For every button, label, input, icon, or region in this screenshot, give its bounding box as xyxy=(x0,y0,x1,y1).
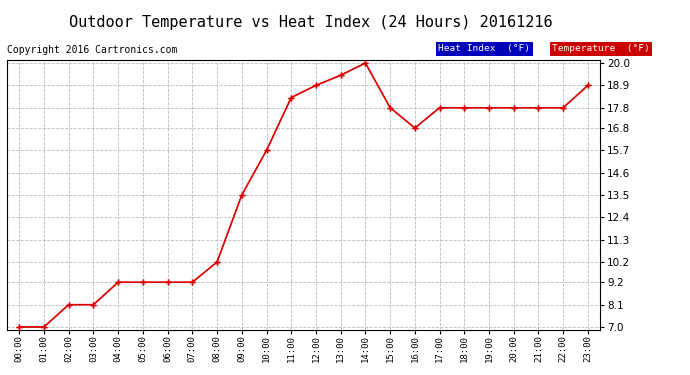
Text: Copyright 2016 Cartronics.com: Copyright 2016 Cartronics.com xyxy=(7,45,177,55)
Text: Heat Index  (°F): Heat Index (°F) xyxy=(438,44,530,53)
Text: Temperature  (°F): Temperature (°F) xyxy=(552,44,650,53)
Text: Outdoor Temperature vs Heat Index (24 Hours) 20161216: Outdoor Temperature vs Heat Index (24 Ho… xyxy=(69,15,552,30)
